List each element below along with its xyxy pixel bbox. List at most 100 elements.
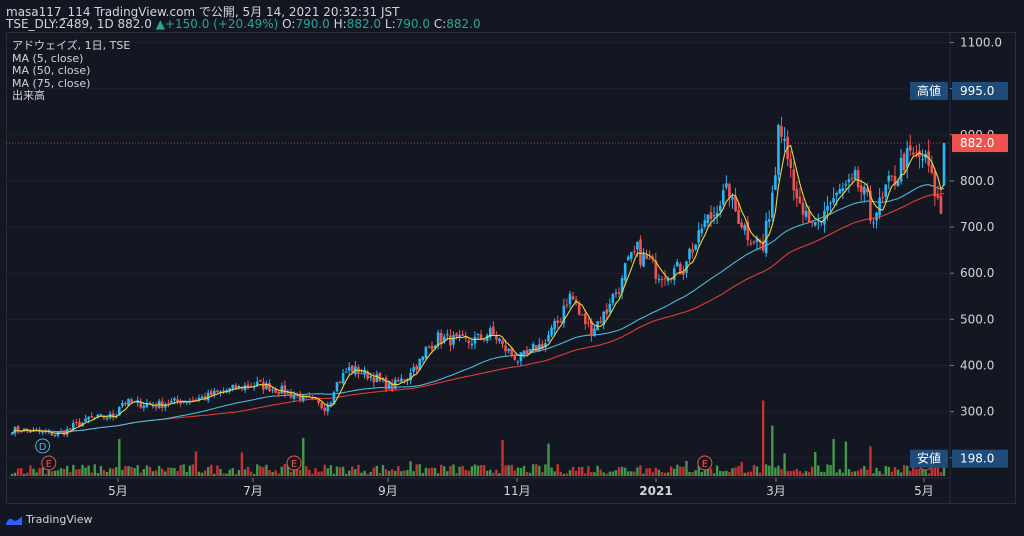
candle-body xyxy=(513,355,517,360)
volume-bar xyxy=(234,473,238,476)
ma75-line xyxy=(11,192,945,435)
volume-bar xyxy=(685,460,688,476)
volume-bar xyxy=(38,468,41,476)
volume-bar xyxy=(605,473,608,476)
volume-bar xyxy=(440,464,443,476)
volume-bar xyxy=(161,468,164,476)
volume-bars xyxy=(10,400,946,476)
volume-bar xyxy=(924,466,927,476)
legend-title[interactable]: アドウェイズ, 1日, TSE xyxy=(12,39,131,52)
candle-body xyxy=(360,373,363,375)
candle-body xyxy=(216,390,219,393)
legend-volume[interactable]: 出来高 xyxy=(12,89,45,102)
volume-bar xyxy=(538,465,541,476)
legend-ma5[interactable]: MA (5, close) xyxy=(12,51,84,65)
volume-bar xyxy=(596,465,599,476)
candle-body xyxy=(323,407,327,412)
open-value: 790.0 xyxy=(295,17,330,31)
volume-bar xyxy=(777,465,780,476)
candle-body xyxy=(896,181,900,186)
volume-bar xyxy=(614,470,618,476)
candle-body xyxy=(672,268,676,281)
volume-bar xyxy=(13,472,17,476)
volume-bar xyxy=(810,466,814,476)
candle-body xyxy=(292,395,296,399)
candle-body xyxy=(130,399,133,403)
volume-bar xyxy=(335,466,339,476)
candle-body xyxy=(381,379,385,381)
last-price-label-bg xyxy=(952,134,1008,153)
volume-bar xyxy=(479,465,483,476)
candle-body xyxy=(905,148,909,168)
volume-bar xyxy=(525,471,529,476)
volume-bar xyxy=(317,471,320,476)
volume-bar xyxy=(26,472,29,476)
volume-bar xyxy=(93,464,96,476)
candle-body xyxy=(568,293,572,305)
volume-bar xyxy=(72,464,75,476)
candle-body xyxy=(341,373,345,384)
candle-body xyxy=(835,192,838,196)
volume-bar xyxy=(412,471,415,476)
ma5-line xyxy=(11,144,945,435)
volume-bar xyxy=(627,471,630,476)
candle-body xyxy=(314,398,317,400)
volume-bar xyxy=(35,472,38,476)
volume-bar xyxy=(740,461,743,476)
volume-bar xyxy=(326,468,329,476)
volume-bar xyxy=(295,468,299,476)
candle-body xyxy=(124,402,127,405)
change-up-icon: ▲ xyxy=(155,17,165,31)
volume-bar xyxy=(535,464,538,476)
volume-bar xyxy=(219,469,222,476)
high-tag-bg xyxy=(910,81,948,100)
candle-body xyxy=(556,320,560,323)
volume-bar xyxy=(918,468,921,476)
candle-body xyxy=(743,225,747,231)
volume-bar xyxy=(746,472,749,476)
candle-body xyxy=(185,402,189,404)
candle-body xyxy=(866,188,869,193)
candle-body xyxy=(801,202,805,215)
candle-body xyxy=(611,293,615,304)
candle-body xyxy=(507,348,510,352)
price-axis[interactable]: 200.0300.0400.0500.0600.0700.0800.0900.0… xyxy=(910,32,1008,504)
volume-bar xyxy=(108,468,112,476)
volume-bar xyxy=(427,468,431,476)
volume-bar xyxy=(893,467,897,476)
candle-body xyxy=(375,374,379,382)
time-tick-label: 5月 xyxy=(108,484,128,498)
candle-body xyxy=(163,404,167,408)
volume-bar xyxy=(246,466,250,476)
price-chart[interactable]: DEEEED 200.0300.0400.0500.0600.0700.0800… xyxy=(0,0,1024,504)
volume-bar xyxy=(237,470,241,476)
candle-body xyxy=(87,417,90,420)
volume-bar xyxy=(381,465,385,476)
candle-body xyxy=(780,125,783,137)
earnings-marker-label: E xyxy=(291,459,297,470)
chart-frame xyxy=(6,32,1016,504)
volume-bar xyxy=(617,467,621,476)
volume-bar xyxy=(167,467,170,476)
time-axis[interactable]: 5月 7月 9月 11月 2021 3月 5月 xyxy=(6,477,950,498)
time-tick-label: 5月 xyxy=(914,484,934,498)
volume-bar xyxy=(832,438,835,476)
volume-bar xyxy=(213,473,216,476)
candle-body xyxy=(584,313,587,324)
legend-ma75[interactable]: MA (75, close) xyxy=(12,76,91,90)
candle-body xyxy=(728,184,731,198)
candle-body xyxy=(617,292,621,294)
tradingview-brand[interactable]: TradingView xyxy=(6,513,92,526)
candle-body xyxy=(501,340,504,345)
low-label: L: xyxy=(384,17,396,31)
legend-ma50[interactable]: MA (50, close) xyxy=(12,64,91,77)
volume-bar xyxy=(127,466,130,476)
candle-body xyxy=(118,406,121,416)
volume-bar xyxy=(274,470,277,476)
candle-body xyxy=(636,241,639,250)
volume-bar xyxy=(197,471,201,476)
candle-body xyxy=(516,361,520,363)
volume-bar xyxy=(761,400,765,476)
candle-body xyxy=(703,220,707,227)
volume-bar xyxy=(807,472,811,476)
